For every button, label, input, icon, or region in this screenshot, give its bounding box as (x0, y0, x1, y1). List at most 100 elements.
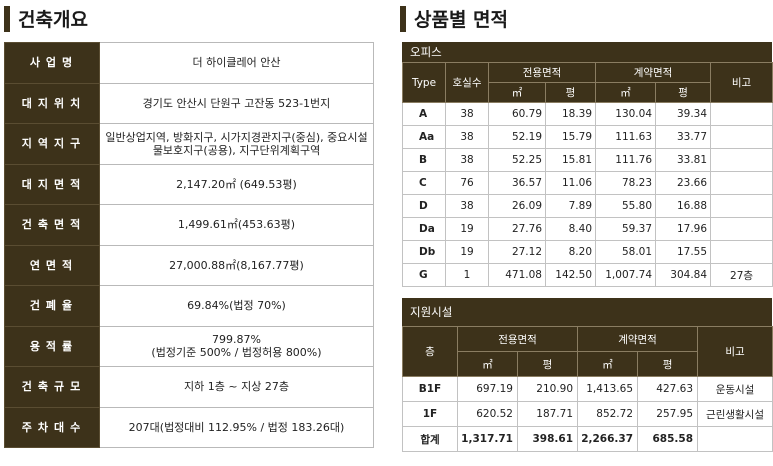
exclusive-pyeong-cell: 11.06 (544, 171, 597, 195)
exclusive-pyeong-cell: 398.61 (516, 426, 579, 452)
note-cell: 27층 (710, 263, 773, 287)
overview-row: 용적률 799.87% (법정기준 500% / 법정허용 800%) (4, 325, 374, 367)
overview-value: 지하 1층 ~ 지상 27층 (99, 366, 374, 408)
exclusive-sqm-cell: 27.76 (488, 217, 546, 241)
header-contract-pyeong: 평 (655, 82, 712, 103)
overview-value: 799.87% (법정기준 500% / 법정허용 800%) (99, 325, 374, 367)
note-cell (710, 194, 773, 218)
contract-sqm-cell: 2,266.37 (577, 426, 639, 452)
exclusive-sqm-cell: 52.19 (488, 125, 546, 149)
overview-value: 207대(법정대비 112.95% / 법정 183.26대) (99, 406, 374, 448)
units-cell: 38 (445, 148, 489, 172)
exclusive-pyeong-cell: 187.71 (516, 401, 579, 427)
overview-label: 연면적 (4, 244, 100, 286)
overview-row: 주차대수 207대(법정대비 112.95% / 법정 183.26대) (4, 406, 374, 448)
overview-label: 지역지구 (4, 123, 100, 165)
table-row: D 38 26.09 7.89 55.80 16.88 (402, 194, 773, 218)
header-contract-sqm: ㎡ (595, 82, 657, 103)
office-area-table: 오피스 Type 호실수 전용면적 계약면적 비고 ㎡ 평 ㎡ 평 A 38 60.… (402, 42, 773, 287)
exclusive-pyeong-cell: 142.50 (544, 263, 597, 287)
overview-row: 지역지구 일반상업지역, 방화지구, 시가지경관지구(중심), 중요시설물보호지구… (4, 123, 374, 165)
header-exclusive-area: 전용면적 (487, 62, 597, 83)
exclusive-sqm-cell: 60.79 (488, 102, 546, 126)
header-units: 호실수 (445, 62, 489, 103)
contract-sqm-cell: 58.01 (595, 240, 657, 264)
units-cell: 38 (445, 125, 489, 149)
header-floor: 층 (402, 326, 458, 377)
overview-label: 용적률 (4, 325, 100, 367)
table-row: 1F 620.52 187.71 852.72 257.95 근린생활시설 (402, 401, 773, 427)
contract-sqm-cell: 55.80 (595, 194, 657, 218)
exclusive-pyeong-cell: 8.20 (544, 240, 597, 264)
contract-pyeong-cell: 17.96 (655, 217, 712, 241)
overview-label: 건축규모 (4, 366, 100, 408)
overview-value: 27,000.88㎡(8,167.77평) (99, 244, 374, 286)
overview-title-text: 건축개요 (18, 9, 88, 31)
contract-sqm-cell: 1,413.65 (577, 376, 639, 402)
area-section-title: 상품별 면적 (400, 5, 508, 32)
exclusive-sqm-cell: 471.08 (488, 263, 546, 287)
support-caption: 지원시설 (402, 298, 772, 326)
header-contract-area: 계약면적 (577, 326, 699, 352)
contract-sqm-cell: 78.23 (595, 171, 657, 195)
overview-table: 사업명 더 하이클레어 안산 대지위치 경기도 안산시 단원구 고잔동 523-1번지… (4, 42, 374, 448)
support-facility-table: 지원시설 층 전용면적 계약면적 비고 ㎡ 평 ㎡ 평 B1F 697.19 210… (402, 298, 773, 452)
table-row: A 38 60.79 18.39 130.04 39.34 (402, 102, 773, 126)
title-accent-bar (400, 5, 406, 32)
total-row: 합계 1,317.71 398.61 2,266.37 685.58 (402, 426, 773, 452)
area-title-text: 상품별 면적 (414, 9, 509, 31)
overview-label: 건폐율 (4, 285, 100, 327)
office-caption: 오피스 (402, 42, 772, 62)
note-cell (710, 148, 773, 172)
header-note: 비고 (710, 62, 773, 103)
contract-pyeong-cell: 39.34 (655, 102, 712, 126)
table-row: B 38 52.25 15.81 111.76 33.81 (402, 148, 773, 172)
units-cell: 38 (445, 102, 489, 126)
overview-section-title: 건축개요 (4, 5, 88, 32)
header-contract-sqm: ㎡ (577, 351, 639, 377)
table-row: Db 19 27.12 8.20 58.01 17.55 (402, 240, 773, 264)
header-exclusive-sqm: ㎡ (457, 351, 518, 377)
type-cell: A (402, 102, 446, 126)
floor-cell: B1F (402, 376, 458, 402)
table-row: Da 19 27.76 8.40 59.37 17.96 (402, 217, 773, 241)
header-contract-pyeong: 평 (637, 351, 699, 377)
contract-pyeong-cell: 16.88 (655, 194, 712, 218)
units-cell: 19 (445, 217, 489, 241)
exclusive-sqm-cell: 26.09 (488, 194, 546, 218)
contract-pyeong-cell: 304.84 (655, 263, 712, 287)
overview-label: 대지면적 (4, 163, 100, 205)
units-cell: 1 (445, 263, 489, 287)
floor-cell: 합계 (402, 426, 458, 452)
type-cell: D (402, 194, 446, 218)
exclusive-pyeong-cell: 8.40 (544, 217, 597, 241)
exclusive-pyeong-cell: 210.90 (516, 376, 579, 402)
units-cell: 38 (445, 194, 489, 218)
header-exclusive-sqm: ㎡ (488, 82, 546, 103)
exclusive-sqm-cell: 27.12 (488, 240, 546, 264)
exclusive-pyeong-cell: 18.39 (544, 102, 597, 126)
overview-label: 주차대수 (4, 406, 100, 448)
overview-value: 2,147.20㎡ (649.53평) (99, 163, 374, 205)
exclusive-sqm-cell: 697.19 (457, 376, 518, 402)
type-cell: B (402, 148, 446, 172)
units-cell: 76 (445, 171, 489, 195)
type-cell: Da (402, 217, 446, 241)
title-accent-bar (4, 5, 10, 32)
header-exclusive-area: 전용면적 (456, 326, 579, 352)
note-cell: 운동시설 (697, 376, 773, 402)
header-exclusive-pyeong: 평 (516, 351, 579, 377)
contract-pyeong-cell: 33.81 (655, 148, 712, 172)
contract-sqm-cell: 130.04 (595, 102, 657, 126)
overview-row: 대지면적 2,147.20㎡ (649.53평) (4, 163, 374, 205)
overview-value: 경기도 안산시 단원구 고잔동 523-1번지 (99, 82, 374, 124)
header-contract-area: 계약면적 (595, 62, 712, 83)
table-row: G 1 471.08 142.50 1,007.74 304.84 27층 (402, 263, 773, 287)
exclusive-pyeong-cell: 7.89 (544, 194, 597, 218)
table-row: Aa 38 52.19 15.79 111.63 33.77 (402, 125, 773, 149)
exclusive-sqm-cell: 52.25 (488, 148, 546, 172)
exclusive-pyeong-cell: 15.79 (544, 125, 597, 149)
contract-pyeong-cell: 33.77 (655, 125, 712, 149)
contract-pyeong-cell: 23.66 (655, 171, 712, 195)
floor-cell: 1F (402, 401, 458, 427)
